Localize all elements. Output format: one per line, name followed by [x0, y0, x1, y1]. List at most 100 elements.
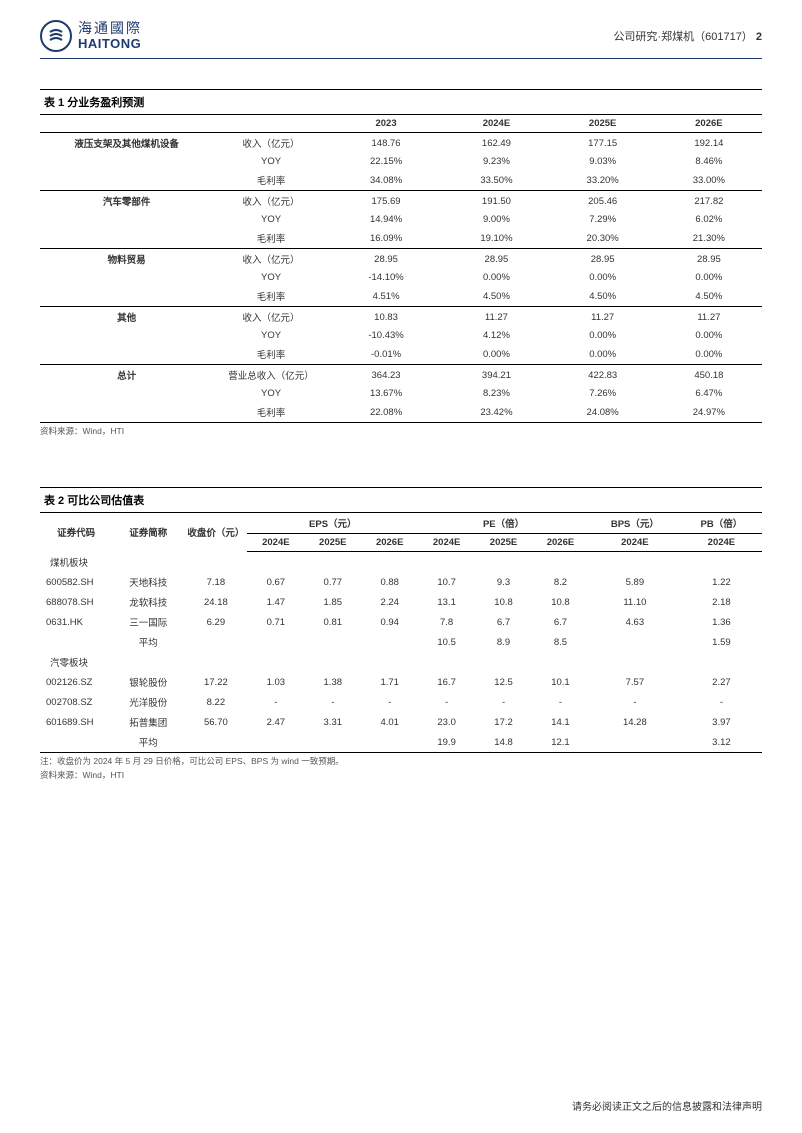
cell-value: 2.24	[361, 592, 418, 612]
cell-value: 192.14	[656, 133, 762, 154]
cell-value: 7.29%	[550, 211, 656, 228]
eps-2024e: 2024E	[247, 534, 304, 552]
cell-value: 600582.SH	[40, 572, 112, 592]
col-pb: PB（倍）	[681, 513, 762, 534]
total-label: 总计	[40, 365, 213, 386]
page-header: 海通國際 HAITONG 公司研究·郑煤机（601717） 2	[40, 20, 762, 59]
segment-name: 物料贸易	[40, 249, 213, 270]
cell-value: 34.08%	[329, 170, 444, 191]
cell-value: 2.47	[247, 712, 304, 732]
cell-value: 8.23%	[443, 385, 549, 402]
cell-value	[40, 732, 112, 753]
cell-value: 0.00%	[550, 327, 656, 344]
table-row: 毛利率-0.01%0.00%0.00%0.00%	[40, 344, 762, 365]
cell-value: 银轮股份	[112, 672, 184, 692]
col-bps: BPS（元）	[589, 513, 681, 534]
metric-label: 毛利率	[213, 402, 329, 423]
cell-value: 28.95	[550, 249, 656, 270]
cell-value: 16.7	[418, 672, 475, 692]
cell-value: -	[361, 692, 418, 712]
cell-value: 9.03%	[550, 153, 656, 170]
sector-label: 汽零板块	[40, 652, 762, 672]
cell-value: 1.59	[681, 632, 762, 652]
cell-value: 16.09%	[329, 228, 444, 249]
cell-value: 0.00%	[550, 269, 656, 286]
cell-value	[40, 632, 112, 652]
cell-value: 56.70	[184, 712, 247, 732]
cell-value: 205.46	[550, 191, 656, 212]
cell-value: 17.2	[475, 712, 532, 732]
cell-value: 12.5	[475, 672, 532, 692]
table-row: 毛利率22.08%23.42%24.08%24.97%	[40, 402, 762, 423]
cell-value	[184, 732, 247, 753]
cell-value: 162.49	[443, 133, 549, 154]
cell-value: 2.27	[681, 672, 762, 692]
cell-value: 8.5	[532, 632, 589, 652]
cell-value: 0.81	[304, 612, 361, 632]
cell-value: 7.26%	[550, 385, 656, 402]
cell-value: 422.83	[550, 365, 656, 386]
cell-value: 3.97	[681, 712, 762, 732]
table2-header-row1: 证券代码 证券简称 收盘价（元） EPS（元） PE（倍） BPS（元） PB（…	[40, 513, 762, 534]
cell-value: 8.22	[184, 692, 247, 712]
segment-name: 液压支架及其他煤机设备	[40, 133, 213, 154]
cell-value: 0.77	[304, 572, 361, 592]
metric-label: 毛利率	[213, 170, 329, 191]
cell-value: 23.42%	[443, 402, 549, 423]
col-2024e: 2024E	[443, 115, 549, 133]
cell-value: 6.7	[532, 612, 589, 632]
cell-value: 10.7	[418, 572, 475, 592]
cell-value: 24.08%	[550, 402, 656, 423]
sector-row: 煤机板块	[40, 552, 762, 573]
table1-title: 表 1 分业务盈利预测	[40, 89, 762, 114]
table-row: 液压支架及其他煤机设备收入（亿元）148.76162.49177.15192.1…	[40, 133, 762, 154]
cell-value: 450.18	[656, 365, 762, 386]
cell-value: -0.01%	[329, 344, 444, 365]
cell-value: 0.67	[247, 572, 304, 592]
cell-value: -	[589, 692, 681, 712]
cell-value: 33.20%	[550, 170, 656, 191]
sector-row: 汽零板块	[40, 652, 762, 672]
cell-value: 4.50%	[656, 286, 762, 307]
cell-value: 14.1	[532, 712, 589, 732]
cell-value: 8.9	[475, 632, 532, 652]
table-row: 002126.SZ银轮股份17.221.031.381.7116.712.510…	[40, 672, 762, 692]
average-row: 平均19.914.812.13.12	[40, 732, 762, 753]
table-row: 毛利率34.08%33.50%33.20%33.00%	[40, 170, 762, 191]
cell-value: 7.57	[589, 672, 681, 692]
metric-label: YOY	[213, 211, 329, 228]
cell-value: 28.95	[443, 249, 549, 270]
table1-header-row: 2023 2024E 2025E 2026E	[40, 115, 762, 133]
cell-value: 28.95	[656, 249, 762, 270]
cell-value: 9.3	[475, 572, 532, 592]
table2-source: 资料来源：Wind，HTI	[40, 769, 762, 781]
col-2023: 2023	[329, 115, 444, 133]
cell-value: 7.8	[418, 612, 475, 632]
cell-value: 21.30%	[656, 228, 762, 249]
metric-label: YOY	[213, 269, 329, 286]
cell-value: 0.94	[361, 612, 418, 632]
table-row: 0631.HK三一国际6.290.710.810.947.86.76.74.63…	[40, 612, 762, 632]
cell-value: 平均	[112, 732, 184, 753]
cell-value: 17.22	[184, 672, 247, 692]
cell-value: 4.50%	[443, 286, 549, 307]
cell-value: 33.50%	[443, 170, 549, 191]
cell-value: 28.95	[329, 249, 444, 270]
table-row: 物料贸易收入（亿元）28.9528.9528.9528.95	[40, 249, 762, 270]
table-row: YOY-10.43%4.12%0.00%0.00%	[40, 327, 762, 344]
cell-value: 14.28	[589, 712, 681, 732]
cell-value: 23.0	[418, 712, 475, 732]
cell-value: 175.69	[329, 191, 444, 212]
metric-label: 毛利率	[213, 286, 329, 307]
cell-value: 6.7	[475, 612, 532, 632]
cell-value: 5.89	[589, 572, 681, 592]
cell-value: 688078.SH	[40, 592, 112, 612]
page-number: 2	[756, 31, 762, 43]
cell-value: 7.18	[184, 572, 247, 592]
cell-value: 9.00%	[443, 211, 549, 228]
cell-value: 1.71	[361, 672, 418, 692]
cell-value: 0631.HK	[40, 612, 112, 632]
table-row: YOY-14.10%0.00%0.00%0.00%	[40, 269, 762, 286]
bps-2024e: 2024E	[589, 534, 681, 552]
cell-value: 24.18	[184, 592, 247, 612]
